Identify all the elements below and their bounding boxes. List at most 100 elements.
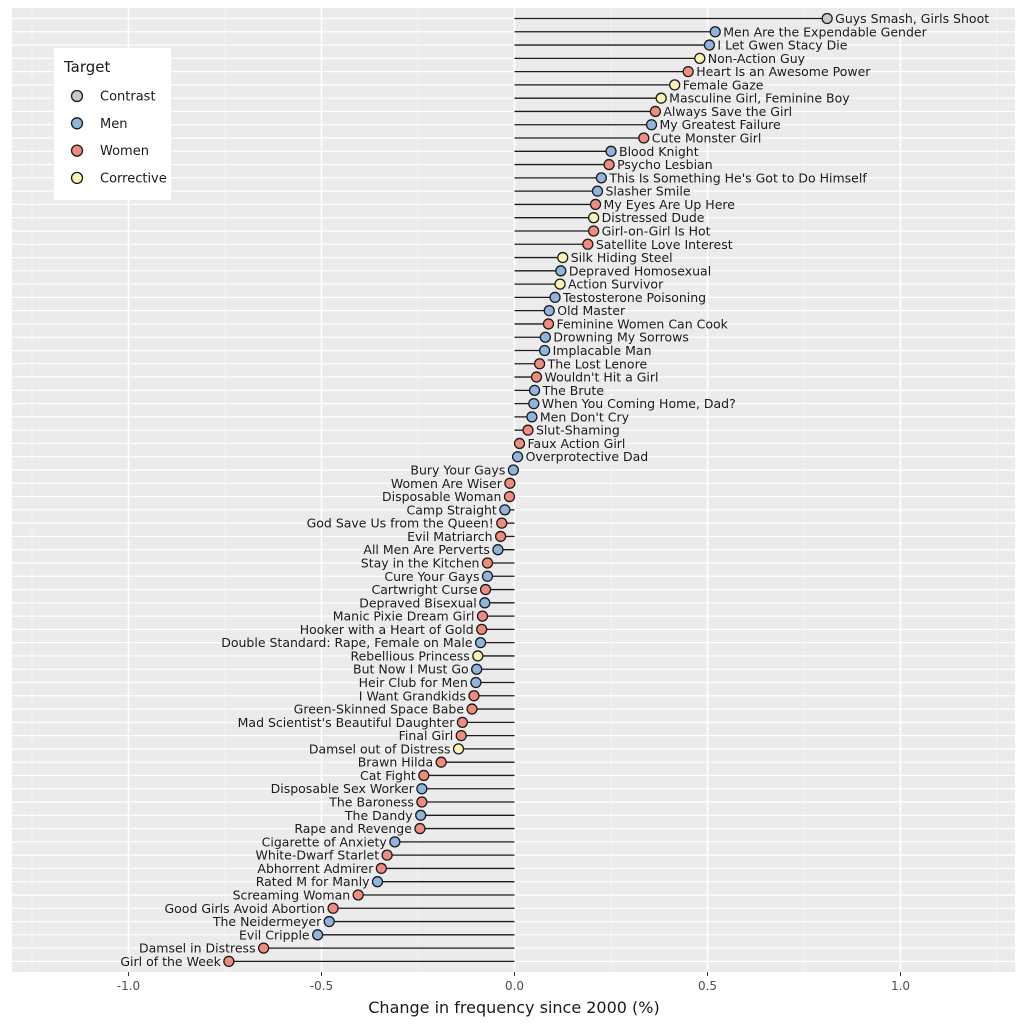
point — [504, 477, 516, 489]
point — [709, 26, 721, 38]
point — [591, 185, 604, 197]
point-label: White-Dwarf Starlet — [256, 848, 380, 863]
point-label: Female Gaze — [683, 77, 764, 92]
point — [542, 318, 555, 330]
point — [530, 371, 543, 383]
point — [499, 504, 511, 516]
point-label: The Dandy — [344, 808, 413, 823]
point-label: Final Girl — [399, 728, 454, 743]
point-label: Guys Smash, Girls Shoot — [835, 11, 989, 26]
point — [513, 437, 526, 450]
point — [468, 690, 480, 702]
point-label: When You Coming Home, Dad? — [542, 396, 736, 411]
point — [603, 158, 615, 171]
point-label: Distressed Dude — [602, 210, 705, 225]
point-label: The Lost Lenore — [547, 356, 648, 371]
point — [507, 464, 519, 476]
point-label: Silk Hiding Steel — [571, 250, 673, 265]
point-label: Cute Monster Girl — [652, 131, 762, 146]
point — [526, 411, 538, 423]
point-label: Cigarette of Anxiety — [262, 834, 388, 849]
point-label: Testosterone Poisoning — [562, 290, 706, 305]
point — [539, 331, 552, 343]
legend-key — [70, 89, 84, 103]
point — [703, 39, 716, 51]
point — [481, 557, 494, 569]
point-label: Masculine Girl, Feminine Boy — [669, 91, 850, 106]
point-label: Depraved Homosexual — [569, 263, 711, 278]
point-label: Feminine Women Can Cook — [556, 316, 728, 331]
point — [821, 12, 833, 25]
point-label: Psycho Lesbian — [617, 157, 713, 172]
point — [494, 530, 507, 543]
point — [682, 65, 694, 78]
point-label: Bury Your Gays — [410, 463, 505, 478]
point — [492, 544, 504, 556]
point-label: Rape and Revenge — [294, 821, 412, 836]
point — [327, 902, 339, 914]
point — [470, 676, 482, 689]
point-label: Hooker with a Heart of Gold — [300, 622, 474, 637]
point — [555, 265, 567, 277]
point — [481, 570, 494, 582]
point — [479, 583, 492, 596]
point — [649, 105, 662, 118]
point — [522, 424, 534, 436]
x-tick-label: 1.0 — [891, 979, 910, 993]
point-label: The Neidermeyer — [212, 914, 322, 929]
point — [589, 198, 602, 211]
point — [582, 238, 594, 250]
point — [352, 889, 364, 901]
point-label: The Brute — [542, 383, 605, 398]
point — [587, 212, 600, 224]
legend-label: Contrast — [100, 90, 156, 105]
point — [414, 822, 426, 835]
legend-label: Men — [100, 117, 127, 132]
point-label: Slut-Shaming — [536, 423, 620, 438]
point-label: Evil Matriarch — [407, 529, 493, 544]
point-label: Screaming Woman — [233, 887, 351, 902]
point — [605, 145, 617, 157]
point — [472, 650, 484, 662]
point — [466, 703, 478, 715]
point-label: Abhorrent Admirer — [257, 861, 374, 876]
point — [638, 132, 650, 144]
point-label: Satellite Love Interest — [596, 237, 733, 252]
point — [223, 955, 235, 968]
point — [311, 929, 324, 941]
point-label: Double Standard: Rape, Female on Male — [221, 635, 473, 650]
point — [474, 637, 487, 649]
point — [533, 358, 546, 370]
point — [557, 251, 569, 264]
point — [476, 623, 488, 636]
point-label: Rated M for Manly — [256, 874, 370, 889]
point-label: Girl-on-Girl Is Hot — [602, 223, 711, 238]
point-label: This Is Something He's Got to Do Himself — [608, 170, 867, 185]
point-label: Cat Fight — [360, 768, 416, 783]
point — [418, 769, 430, 782]
point — [381, 849, 393, 861]
point-label: Heir Club for Men — [359, 675, 468, 690]
point — [476, 610, 489, 622]
point-label: Old Master — [557, 303, 626, 318]
point — [543, 305, 555, 317]
point-label: Slasher Smile — [605, 184, 690, 199]
point — [257, 942, 270, 954]
legend-label: Corrective — [100, 171, 167, 186]
x-tick-label: 0.0 — [505, 979, 524, 993]
point-label: Stay in the Kitchen — [361, 555, 480, 570]
point-label: Evil Cripple — [239, 927, 310, 942]
legend: Target Contrast Men Women Corrective — [54, 48, 171, 200]
x-tick-label: -1.0 — [117, 979, 140, 993]
point — [323, 915, 335, 928]
point-label: Brawn Hilda — [358, 755, 433, 770]
x-axis-ticks: -1.0 -0.5 0.0 0.5 1.0 — [117, 972, 910, 993]
legend-label: Women — [100, 144, 149, 159]
point-label: Good Girls Avoid Abortion — [164, 901, 325, 916]
point-label: Heart Is an Awesome Power — [696, 64, 871, 79]
point-label: But Now I Must Go — [353, 662, 469, 677]
point — [452, 743, 465, 755]
point — [503, 490, 516, 503]
